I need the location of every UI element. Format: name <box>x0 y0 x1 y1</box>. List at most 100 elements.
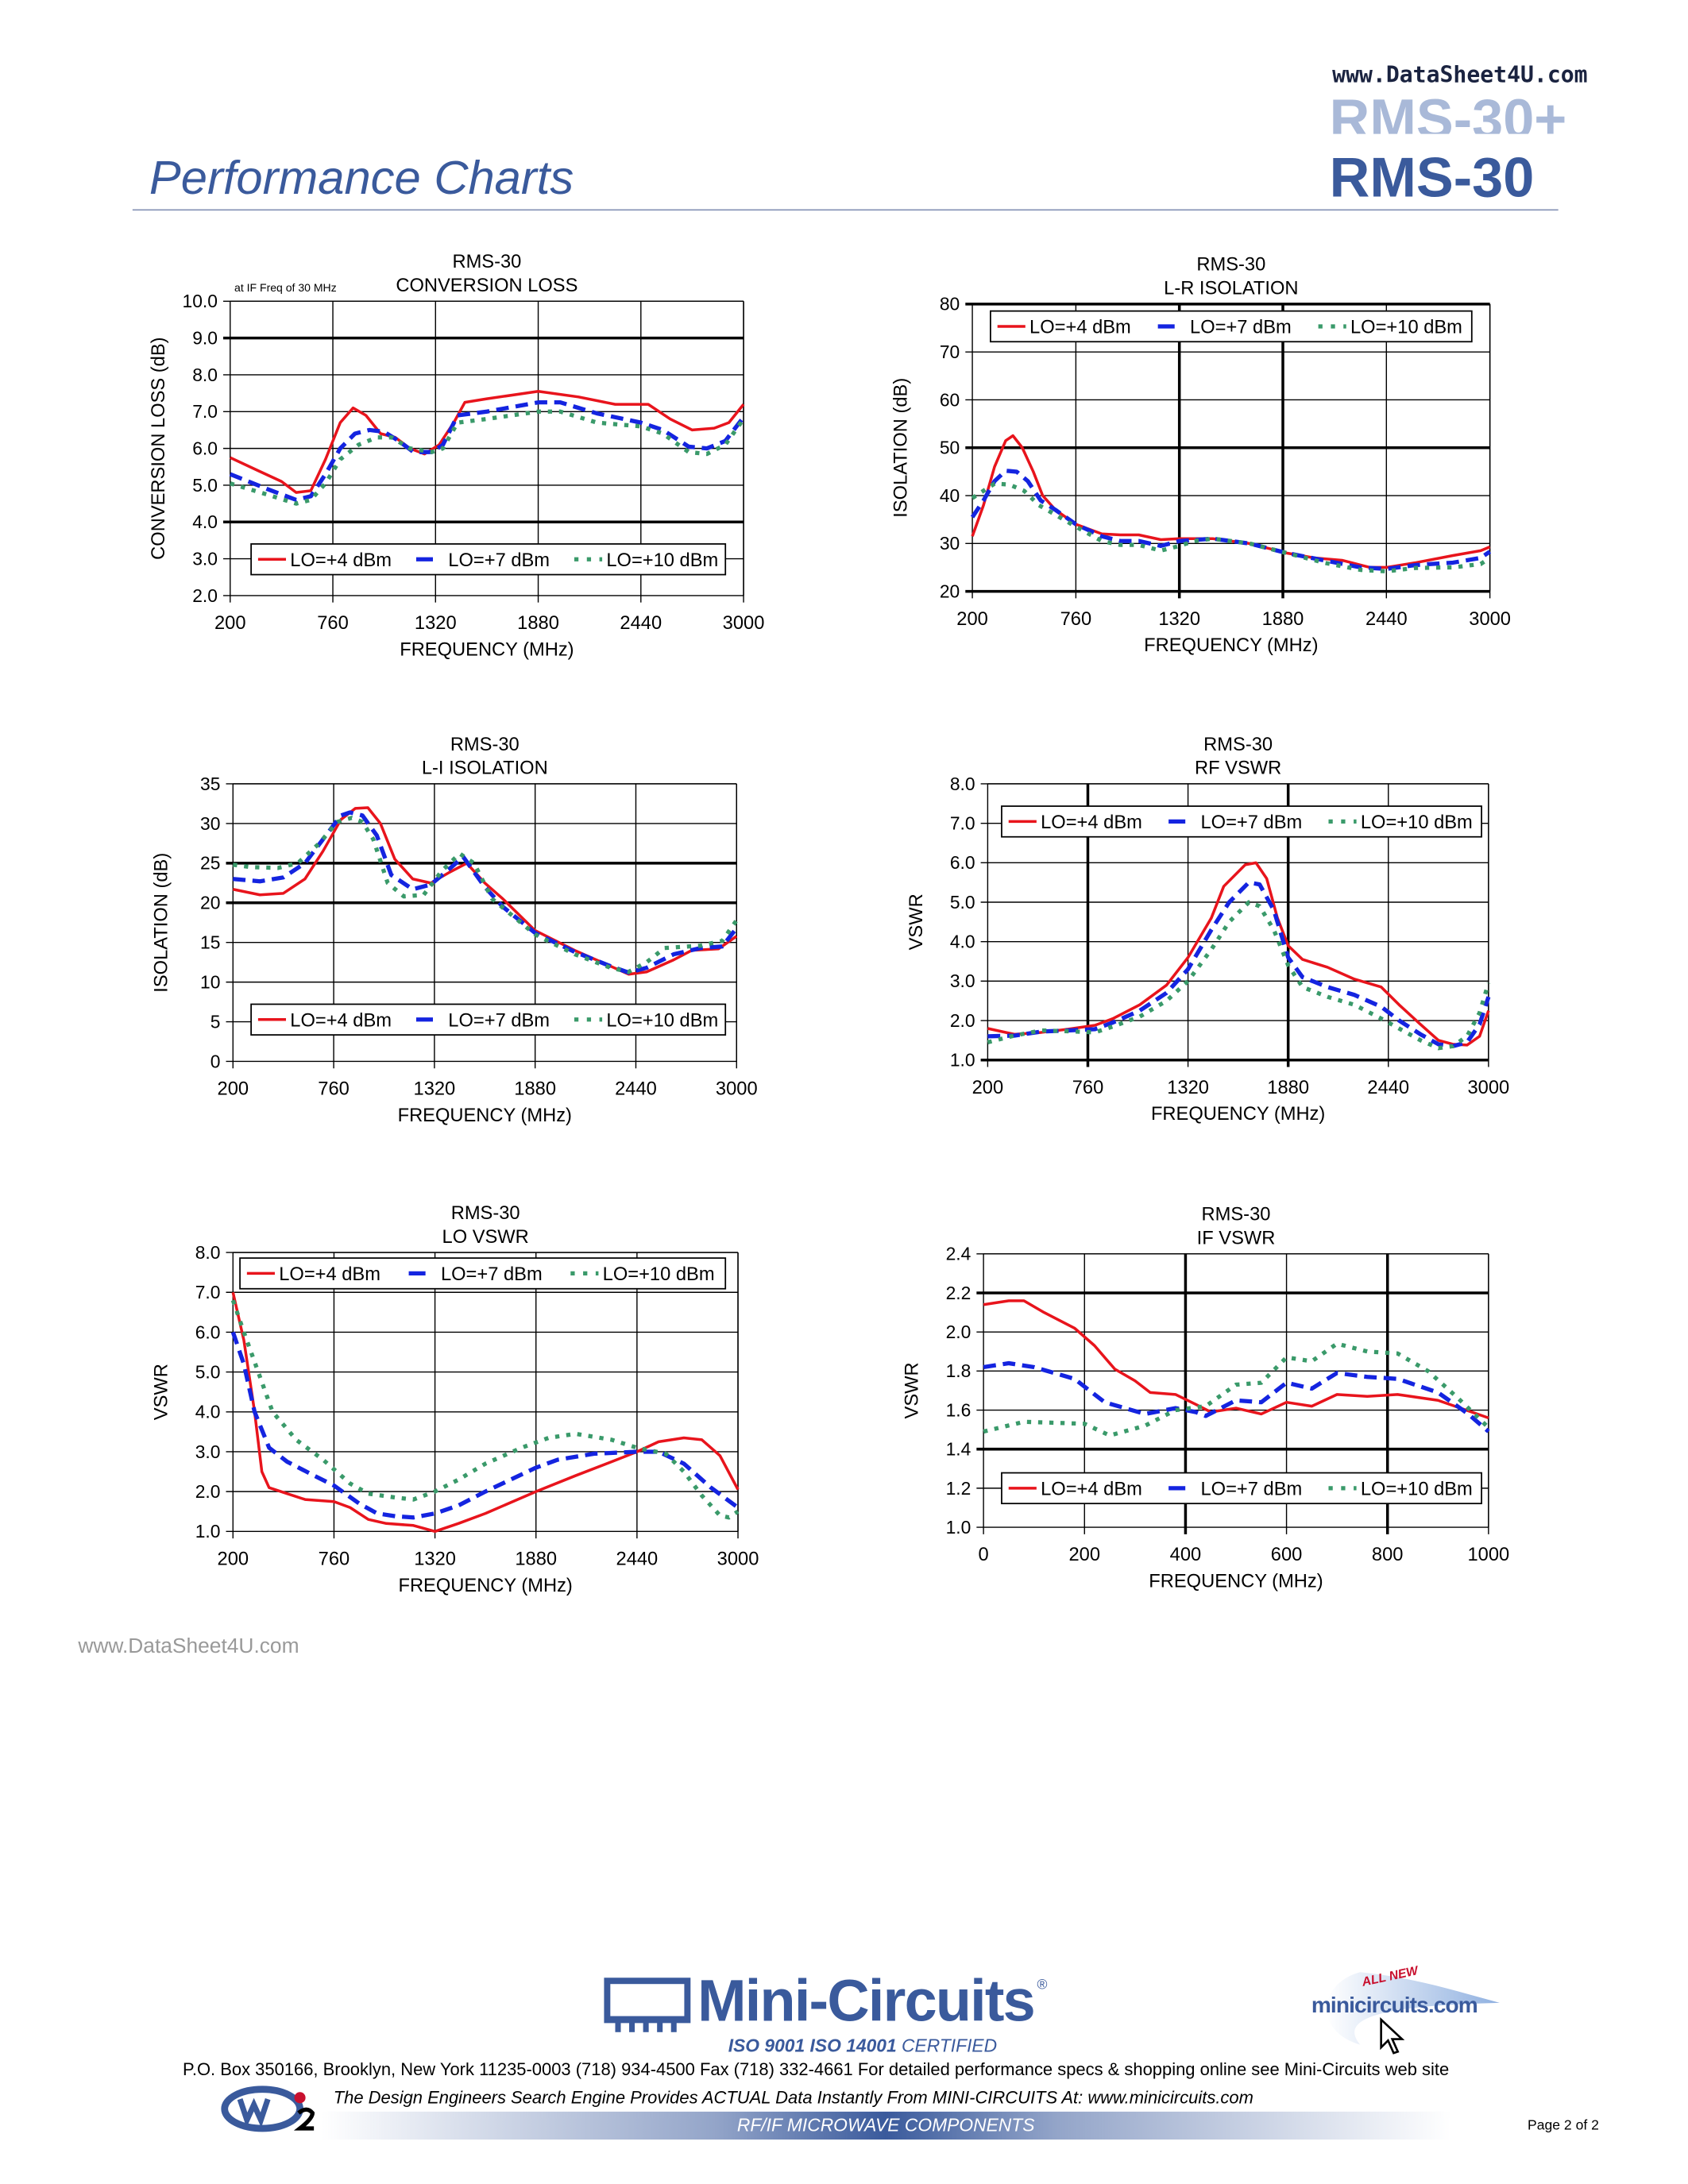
series-line-4 <box>983 1299 1489 1420</box>
y-tick-label: 50 <box>940 438 960 458</box>
x-tick-label: 3000 <box>716 1079 758 1100</box>
watermark-top: www.DataSheet4U.com <box>1332 61 1588 88</box>
iso-certified: CERTIFIED <box>896 2035 998 2056</box>
legend <box>1001 1472 1482 1505</box>
legend-label: LO=+10 dBm <box>606 1011 718 1032</box>
x-axis-label: FREQUENCY (MHz) <box>398 1576 572 1596</box>
y-axis-label: VSWR <box>902 1362 923 1418</box>
minicircuits-web-badge[interactable]: ALL NEW minicircuits.com <box>1304 1964 1513 2056</box>
y-tick-label: 5.0 <box>950 892 975 913</box>
x-tick-label: 200 <box>218 1079 249 1100</box>
iso-certification: ISO 9001 ISO 14001 CERTIFIED <box>728 2035 997 2055</box>
x-axis-label: FREQUENCY (MHz) <box>400 639 574 660</box>
x-tick-label: 200 <box>214 613 246 634</box>
brand-logo: Mini-Circuits ® <box>697 1971 1048 2031</box>
chart-subtitle: IF VSWR <box>1197 1229 1276 1249</box>
y-tick-label: 30 <box>940 533 960 554</box>
series-line-10 <box>230 1299 740 1520</box>
x-tick-label: 400 <box>1170 1545 1202 1565</box>
x-tick-label: 3000 <box>1468 1078 1510 1098</box>
y-tick-label: 4.0 <box>192 511 218 532</box>
chart-title: RMS-30 <box>1196 255 1265 276</box>
y-tick-label: 2.0 <box>946 1322 971 1342</box>
legend-label: LO=+4 dBm <box>1041 812 1142 833</box>
x-axis-label: FREQUENCY (MHz) <box>1144 635 1318 656</box>
chart-rf-vswr: RMS-30 RF VSWR 1.0 2.0 3.0 4.0 5.0 6.0 7.0 8.0 200… <box>906 735 1509 1125</box>
y-tick-label: 4.0 <box>950 932 975 952</box>
y-tick-label: 3.0 <box>195 1441 221 1462</box>
y-tick-label: 20 <box>940 581 960 602</box>
model-previous: RMS-30+ <box>1329 91 1567 134</box>
x-axis-label: FREQUENCY (MHz) <box>1151 1104 1325 1125</box>
series-line-7 <box>233 810 739 975</box>
series-line-4 <box>231 1291 740 1534</box>
model-number: RMS-30 <box>1329 148 1535 210</box>
y-tick-label: 1.6 <box>946 1399 971 1420</box>
x-axis-label: FREQUENCY (MHz) <box>1149 1572 1323 1592</box>
legend-label: LO=+7 dBm <box>1201 1480 1303 1500</box>
company-address: P.O. Box 350166, Brooklyn, New York 1123… <box>183 2059 1450 2080</box>
x-tick-label: 1320 <box>414 1079 456 1100</box>
x-tick-label: 1880 <box>514 1079 556 1100</box>
chart-subtitle: L-I ISOLATION <box>422 758 548 779</box>
y-tick-label: 7.0 <box>192 401 218 422</box>
legend <box>250 1003 727 1036</box>
chart-subtitle: RF VSWR <box>1195 758 1281 779</box>
y-tick-label: 6.0 <box>195 1322 221 1342</box>
x-tick-label: 760 <box>1060 609 1092 630</box>
y-tick-label: 25 <box>200 853 220 874</box>
y-tick-label: 8.0 <box>195 1242 221 1263</box>
y-tick-label: 1.8 <box>946 1360 971 1381</box>
y-tick-label: 6.0 <box>192 438 218 459</box>
chart-lo-vswr: RMS-30 LO VSWR 1.0 2.0 3.0 4.0 5.0 6.0 7.0 8.0 200… <box>152 1203 759 1596</box>
legend <box>990 310 1473 343</box>
chart-subtitle: CONVERSION LOSS <box>396 276 577 296</box>
y-tick-label: 30 <box>200 813 220 834</box>
y-tick-label: 1.0 <box>950 1050 975 1071</box>
y-tick-label: 5.0 <box>192 475 218 496</box>
x-tick-label: 3000 <box>1469 609 1511 630</box>
chart-l-i-isolation: RMS-30 L-I ISOLATION 0 5 10 15 20 25 30 35 200 760 1… <box>152 735 758 1126</box>
chart-note: at IF Freq of 30 MHz <box>234 281 337 294</box>
legend-label: LO=+4 dBm <box>279 1264 380 1285</box>
series-line-10 <box>971 481 1492 573</box>
legend-label: LO=+7 dBm <box>1190 318 1292 338</box>
y-tick-label: 6.0 <box>950 852 975 873</box>
y-tick-label: 2.0 <box>195 1481 221 1502</box>
series-line-4 <box>230 390 745 494</box>
y-tick-label: 4.0 <box>195 1402 221 1422</box>
x-tick-label: 1320 <box>1167 1078 1209 1098</box>
y-tick-label: 40 <box>940 485 960 506</box>
y-tick-label: 60 <box>940 389 960 410</box>
x-tick-label: 1000 <box>1468 1545 1510 1565</box>
chart-title: RMS-30 <box>450 735 520 755</box>
legend-label: LO=+10 dBm <box>606 550 718 571</box>
chart-title: RMS-30 <box>452 252 521 272</box>
x-tick-label: 1320 <box>414 1549 456 1569</box>
x-tick-label: 2440 <box>1367 1078 1409 1098</box>
y-tick-label: 10.0 <box>183 291 218 311</box>
chart-title: RMS-30 <box>1202 1205 1271 1225</box>
series-line-10 <box>983 1341 1490 1438</box>
y-tick-label: 8.0 <box>950 774 975 794</box>
y-tick-label: 15 <box>200 932 220 953</box>
series-line-10 <box>230 409 746 506</box>
header-divider <box>132 209 1559 211</box>
x-tick-label: 200 <box>1069 1545 1101 1565</box>
legend-label: LO=+4 dBm <box>290 1011 392 1032</box>
x-tick-label: 1880 <box>515 1549 557 1569</box>
y-tick-label: 10 <box>200 972 220 993</box>
x-tick-label: 760 <box>1072 1078 1104 1098</box>
series-line-7 <box>987 880 1491 1048</box>
mini-circuits-chip-icon <box>604 1978 691 2032</box>
y-axis-label: VSWR <box>152 1364 172 1420</box>
chart-l-r-isolation: RMS-30 L-R ISOLATION 20 30 40 50 60 70 80 200 760 1… <box>891 255 1511 656</box>
legend-label: LO=+10 dBm <box>603 1264 715 1285</box>
series-line-7 <box>970 469 1492 571</box>
y-tick-label: 7.0 <box>950 813 975 834</box>
registered-mark: ® <box>1037 1978 1048 1993</box>
y-tick-label: 1.0 <box>946 1517 971 1538</box>
series-line-4 <box>971 434 1491 569</box>
series-line-10 <box>232 816 739 974</box>
